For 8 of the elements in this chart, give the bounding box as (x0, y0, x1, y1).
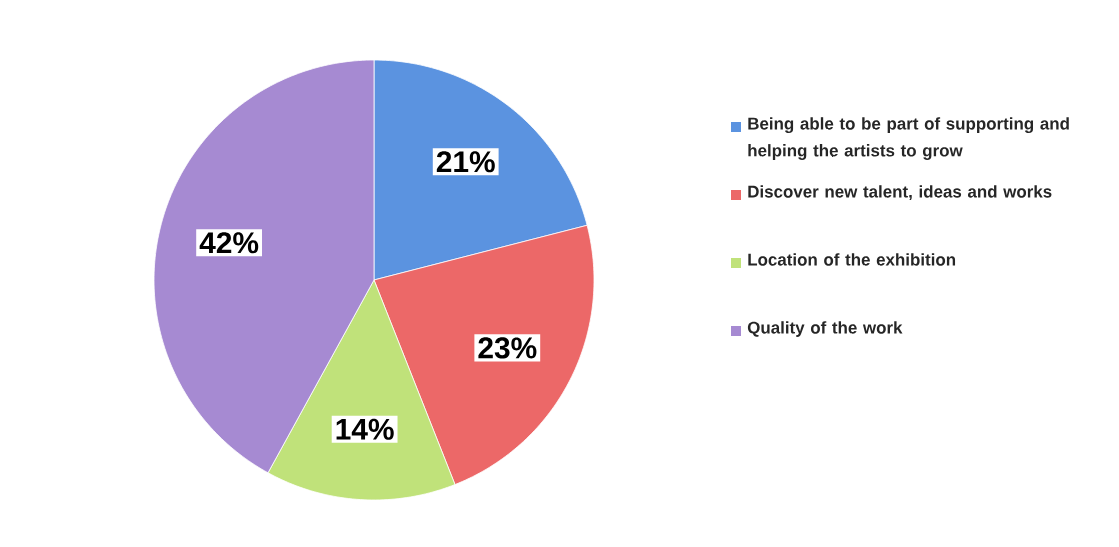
data-label: 14% (336, 418, 394, 440)
data-label: 23% (478, 337, 537, 359)
legend-label: Being able to be part of supporting and helping the artists to grow (748, 117, 1069, 160)
legend-label: Quality of the work (747, 321, 903, 337)
legend-label: Location of the exhibition (748, 253, 956, 266)
data-label: 21% (436, 151, 495, 173)
data-label: 42% (199, 232, 259, 254)
legend-label: Discover new talent, ideas and works (748, 185, 1052, 201)
